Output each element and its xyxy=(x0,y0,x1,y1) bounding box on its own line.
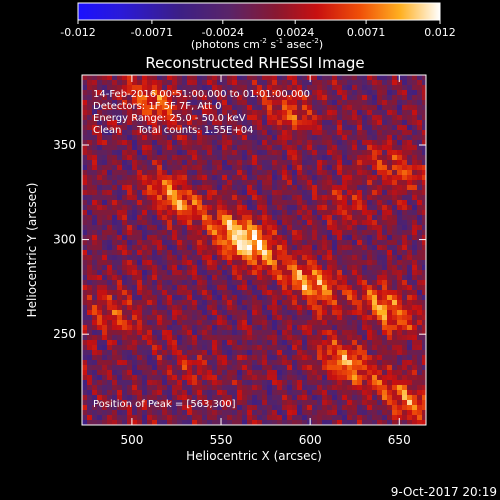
x-axis-label: Heliocentric X (arcsec) xyxy=(186,449,322,463)
colorbar-tick-label: -0.012 xyxy=(60,26,95,39)
x-tick-label: 550 xyxy=(210,433,233,447)
annotation-block: 14-Feb-2016 00:51:00.000 to 01:01:00.000… xyxy=(93,89,310,410)
y-axis: 250 300 350 xyxy=(53,138,426,341)
annotation-detectors: Detectors: 1F 5F 7F, Att 0 xyxy=(93,101,221,112)
x-axis: 500 550 600 650 xyxy=(120,75,411,447)
colorbar-tick-label: 0.0024 xyxy=(276,26,315,39)
y-tick-label: 300 xyxy=(53,233,76,247)
colorbar-unit-label: (photons cm-2 s-1 asec-2) xyxy=(191,37,323,51)
annotation-clean-counts: Clean Total counts: 1.55E+04 xyxy=(93,125,253,136)
annotation-peak-position: Position of Peak = [563,300] xyxy=(93,399,236,410)
y-axis-label: Heliocentric Y (arcsec) xyxy=(25,183,39,318)
colorbar: -0.012 -0.0071 -0.0024 0.0024 0.0071 0.012 (p… xyxy=(60,2,456,51)
plot-frame xyxy=(81,74,427,426)
annotation-time-range: 14-Feb-2016 00:51:00.000 to 01:01:00.000 xyxy=(93,89,310,100)
colorbar-tick-label: 0.0071 xyxy=(347,26,386,39)
heatmap-image xyxy=(82,75,426,425)
colorbar-tick-label: -0.0071 xyxy=(131,26,173,39)
colorbar-tick-label: 0.012 xyxy=(424,26,456,39)
colorbar-gradient xyxy=(77,2,441,21)
x-tick-label: 600 xyxy=(299,433,322,447)
colorbar-tick-label: -0.0024 xyxy=(202,26,244,39)
x-tick-label: 500 xyxy=(120,433,143,447)
y-tick-label: 250 xyxy=(53,327,76,341)
y-tick-label: 350 xyxy=(53,138,76,152)
x-tick-label: 650 xyxy=(388,433,411,447)
annotation-energy-range: Energy Range: 25.0 - 50.0 keV xyxy=(93,113,246,124)
chart-title: Reconstructed RHESSI Image xyxy=(145,54,364,72)
footer-timestamp: 9-Oct-2017 20:19 xyxy=(391,485,497,499)
